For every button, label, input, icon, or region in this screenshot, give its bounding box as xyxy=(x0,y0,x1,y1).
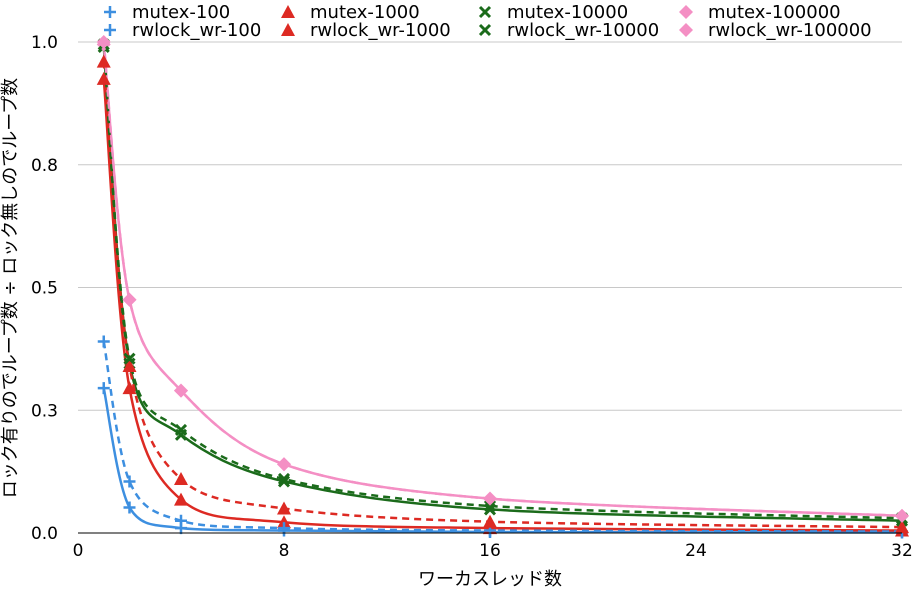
data-point-mutex-1000 xyxy=(122,381,137,395)
legend-item: mutex-100 xyxy=(104,2,230,23)
legend-item: mutex-100000 xyxy=(679,2,841,23)
series-line-mutex-10000 xyxy=(102,46,903,522)
series-line-mutex-1000 xyxy=(102,78,903,532)
legend-label: rwlock_wr-1000 xyxy=(310,20,451,41)
data-point-mutex-100 xyxy=(97,382,110,395)
data-point-rwlock_wr-10000 xyxy=(174,423,188,436)
data-point-rwlock_wr-100 xyxy=(278,522,290,535)
data-point-mutex-100 xyxy=(123,501,136,514)
data-point-rwlock_wr-1000 xyxy=(277,501,291,515)
data-point-rwlock_wr-1000 xyxy=(174,471,188,485)
data-point-mutex-10000 xyxy=(483,503,497,516)
gridlines xyxy=(78,41,902,534)
legend-marker-diamond xyxy=(679,5,693,19)
x-tick-label: 32 xyxy=(891,541,913,561)
data-point-rwlock_wr-100000 xyxy=(174,383,188,398)
y-tick-label: 0.0 xyxy=(31,524,58,544)
x-tick-label: 0 xyxy=(73,541,84,561)
series-line-mutex-100000 xyxy=(102,44,903,518)
series-line-rwlock_wr-10000 xyxy=(102,44,903,520)
y-tick-label: 1.0 xyxy=(31,33,58,53)
legend-label: mutex-100 xyxy=(132,2,230,23)
legend-label: rwlock_wr-10000 xyxy=(507,20,659,41)
legend-label: mutex-1000 xyxy=(310,2,420,23)
axes: 0.0 0.3 0.5 0.8 1.0 0 8 16 24 32 xyxy=(31,33,913,561)
legend-item: rwlock_wr-10000 xyxy=(478,20,659,41)
data-points xyxy=(96,35,909,539)
legend-marker-triangle xyxy=(281,5,295,18)
x-axis-label: ワーカスレッド数 xyxy=(418,569,562,590)
data-point-rwlock_wr-1000 xyxy=(895,520,909,534)
legend-item: rwlock_wr-1000 xyxy=(281,20,451,41)
legend-item: rwlock_wr-100 xyxy=(104,20,261,41)
data-point-rwlock_wr-10000 xyxy=(123,352,136,365)
legend-label: mutex-10000 xyxy=(507,2,628,23)
x-tick-label: 8 xyxy=(279,541,290,561)
data-point-rwlock_wr-1000 xyxy=(122,359,137,373)
data-point-rwlock_wr-100 xyxy=(97,335,110,348)
legend-label: rwlock_wr-100 xyxy=(132,20,261,41)
legend-marker-plus xyxy=(104,6,116,18)
legend-marker-x xyxy=(478,23,492,37)
data-point-rwlock_wr-100 xyxy=(123,475,136,488)
data-point-rwlock_wr-100000 xyxy=(895,508,909,523)
y-tick-label: 0.3 xyxy=(31,401,58,421)
data-point-rwlock_wr-100000 xyxy=(483,491,497,506)
series-line-rwlock_wr-100 xyxy=(102,341,903,533)
legend-item: mutex-10000 xyxy=(478,2,628,23)
legend-marker-x xyxy=(478,5,492,19)
data-point-mutex-1000 xyxy=(174,492,188,506)
x-tick-label: 16 xyxy=(479,541,501,561)
data-point-rwlock_wr-10000 xyxy=(277,472,291,486)
data-point-rwlock_wr-1000 xyxy=(483,514,497,528)
data-point-rwlock_wr-100000 xyxy=(122,292,137,307)
legend-item: rwlock_wr-100000 xyxy=(679,20,872,41)
legend-marker-triangle xyxy=(281,23,295,36)
legend-marker-diamond xyxy=(679,23,693,37)
data-point-rwlock_wr-1000 xyxy=(96,54,111,68)
y-tick-label: 0.5 xyxy=(31,279,58,299)
data-point-rwlock_wr-100000 xyxy=(277,457,291,472)
legend: mutex-100 mutex-1000 mutex-10000 mutex-1000… xyxy=(104,2,872,41)
data-point-mutex-1000 xyxy=(277,515,291,529)
legend-marker-plus xyxy=(104,24,116,36)
legend-label: mutex-100000 xyxy=(708,2,841,23)
data-point-mutex-10000 xyxy=(277,475,291,488)
y-tick-label: 0.8 xyxy=(31,156,58,176)
data-point-rwlock_wr-100000 xyxy=(96,35,111,49)
data-point-rwlock_wr-100 xyxy=(175,514,187,527)
data-point-mutex-1000 xyxy=(96,71,111,85)
y-axis-label: ロック有りのでループ数 ÷ ロック無しのでループ数 xyxy=(0,78,21,498)
legend-item: mutex-1000 xyxy=(281,2,420,23)
series-line-rwlock_wr-100000 xyxy=(102,41,903,518)
series-line-rwlock_wr-1000 xyxy=(102,61,903,529)
legend-label: rwlock_wr-100000 xyxy=(708,20,872,41)
data-point-rwlock_wr-10000 xyxy=(483,499,497,513)
x-tick-label: 24 xyxy=(685,541,707,561)
